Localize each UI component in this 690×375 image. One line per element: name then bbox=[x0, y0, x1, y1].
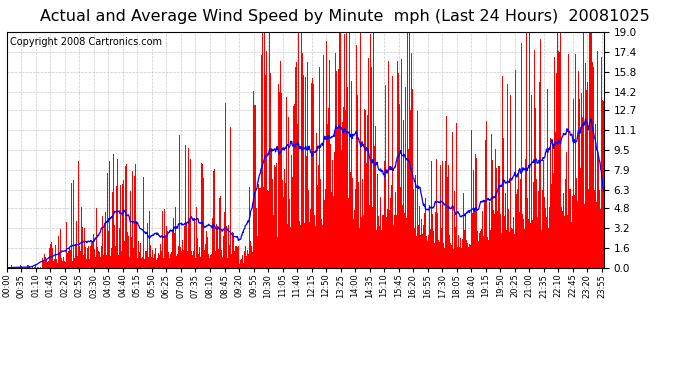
Text: Actual and Average Wind Speed by Minute  mph (Last 24 Hours)  20081025: Actual and Average Wind Speed by Minute … bbox=[40, 9, 650, 24]
Text: Copyright 2008 Cartronics.com: Copyright 2008 Cartronics.com bbox=[10, 37, 162, 46]
